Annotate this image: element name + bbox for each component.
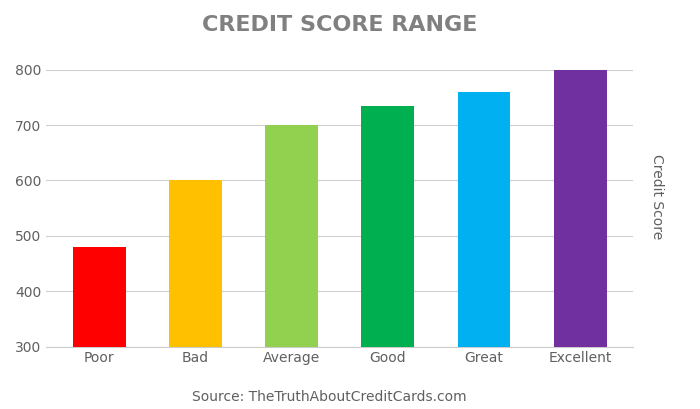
Bar [73, 247, 126, 346]
Bar [554, 70, 607, 346]
Text: Source: TheTruthAboutCreditCards.com: Source: TheTruthAboutCreditCards.com [192, 390, 466, 404]
Y-axis label: Credit Score: Credit Score [650, 155, 664, 240]
Bar [169, 180, 222, 346]
Bar [265, 125, 318, 346]
Bar [361, 106, 414, 346]
Bar [458, 92, 510, 346]
Title: CREDIT SCORE RANGE: CREDIT SCORE RANGE [202, 15, 477, 35]
